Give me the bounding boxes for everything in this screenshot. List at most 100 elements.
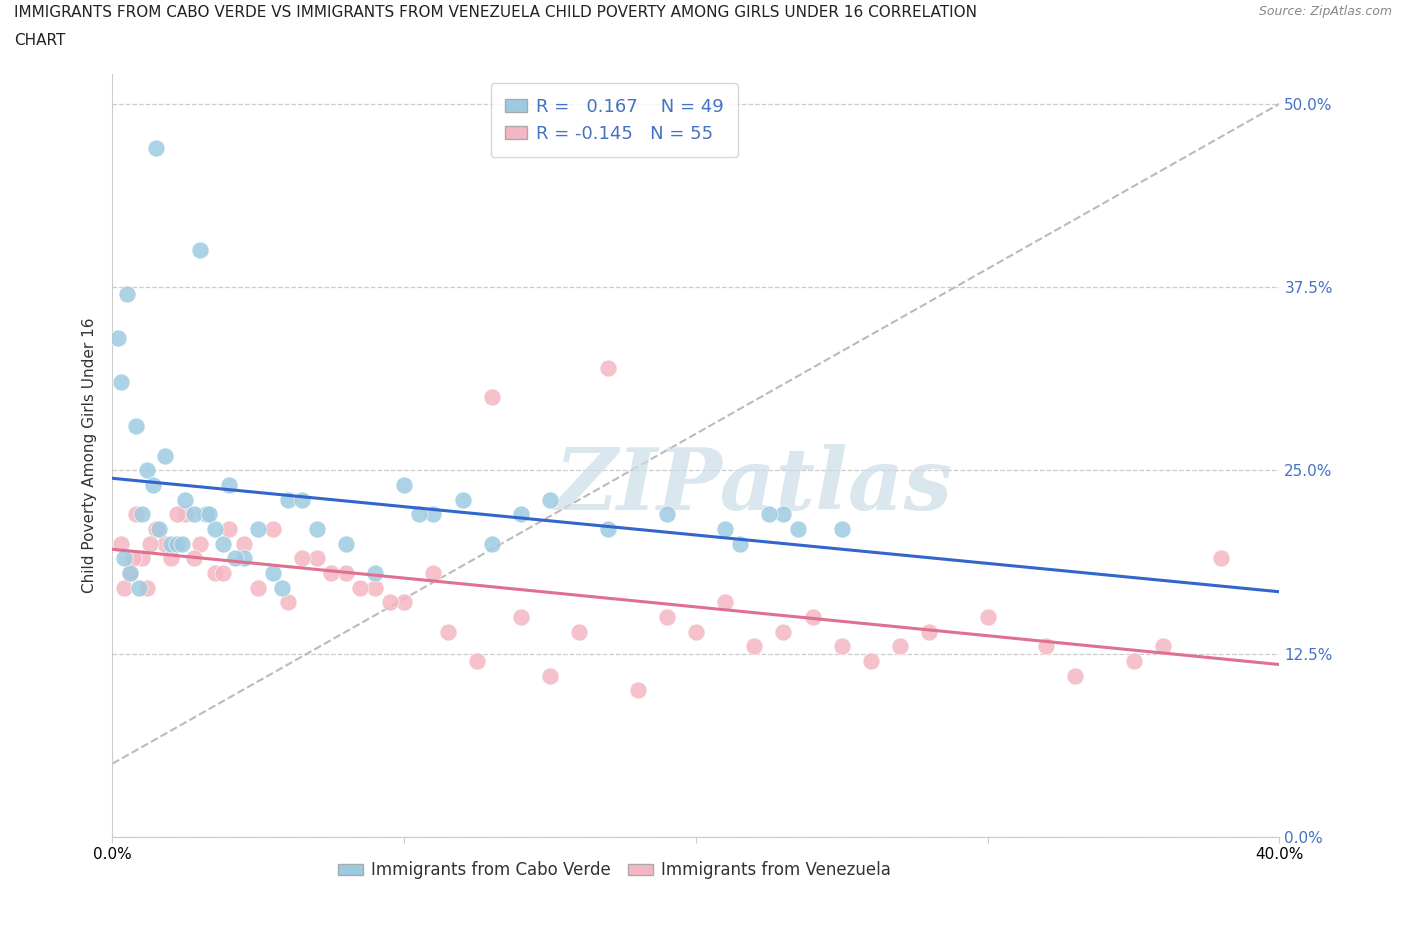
- Point: [422, 565, 444, 580]
- Point: [118, 565, 141, 580]
- Point: [107, 331, 129, 346]
- Point: [277, 595, 299, 610]
- Point: [291, 492, 314, 507]
- Point: [110, 375, 132, 390]
- Point: [224, 551, 246, 565]
- Point: [860, 654, 883, 669]
- Point: [714, 522, 737, 537]
- Point: [112, 551, 135, 565]
- Point: [831, 522, 853, 537]
- Point: [305, 522, 328, 537]
- Point: [801, 609, 824, 624]
- Legend: Immigrants from Cabo Verde, Immigrants from Venezuela: Immigrants from Cabo Verde, Immigrants f…: [332, 855, 897, 886]
- Point: [218, 478, 240, 493]
- Point: [1064, 669, 1087, 684]
- Point: [218, 522, 240, 537]
- Point: [465, 654, 488, 669]
- Point: [394, 478, 416, 493]
- Point: [538, 492, 561, 507]
- Point: [538, 669, 561, 684]
- Y-axis label: Child Poverty Among Girls Under 16: Child Poverty Among Girls Under 16: [82, 318, 97, 593]
- Point: [1211, 551, 1233, 565]
- Point: [1152, 639, 1174, 654]
- Point: [115, 287, 138, 302]
- Text: IMMIGRANTS FROM CABO VERDE VS IMMIGRANTS FROM VENEZUELA CHILD POVERTY AMONG GIRL: IMMIGRANTS FROM CABO VERDE VS IMMIGRANTS…: [14, 5, 977, 20]
- Point: [394, 595, 416, 610]
- Point: [364, 580, 387, 595]
- Point: [142, 478, 165, 493]
- Point: [364, 565, 387, 580]
- Point: [136, 580, 159, 595]
- Point: [481, 537, 503, 551]
- Point: [598, 360, 620, 375]
- Point: [183, 551, 205, 565]
- Point: [188, 537, 211, 551]
- Point: [335, 565, 357, 580]
- Point: [889, 639, 911, 654]
- Point: [437, 624, 460, 639]
- Point: [166, 507, 188, 522]
- Point: [153, 537, 176, 551]
- Point: [378, 595, 401, 610]
- Point: [188, 243, 211, 258]
- Point: [122, 551, 145, 565]
- Point: [655, 609, 678, 624]
- Point: [408, 507, 430, 522]
- Point: [714, 595, 737, 610]
- Point: [148, 522, 170, 537]
- Point: [1035, 639, 1057, 654]
- Point: [247, 580, 270, 595]
- Point: [262, 565, 284, 580]
- Point: [232, 551, 254, 565]
- Point: [918, 624, 941, 639]
- Text: CHART: CHART: [14, 33, 66, 47]
- Point: [145, 140, 167, 155]
- Point: [291, 551, 314, 565]
- Point: [160, 551, 183, 565]
- Point: [166, 537, 188, 551]
- Point: [481, 390, 503, 405]
- Point: [685, 624, 707, 639]
- Point: [125, 418, 148, 433]
- Point: [1122, 654, 1144, 669]
- Point: [451, 492, 474, 507]
- Point: [125, 507, 148, 522]
- Point: [787, 522, 810, 537]
- Point: [212, 537, 235, 551]
- Point: [131, 551, 153, 565]
- Point: [772, 507, 794, 522]
- Point: [212, 565, 235, 580]
- Point: [728, 537, 751, 551]
- Point: [744, 639, 766, 654]
- Point: [112, 580, 135, 595]
- Point: [174, 492, 197, 507]
- Point: [183, 507, 205, 522]
- Point: [153, 448, 176, 463]
- Point: [422, 507, 444, 522]
- Point: [321, 565, 343, 580]
- Point: [335, 537, 357, 551]
- Point: [197, 507, 219, 522]
- Point: [270, 580, 292, 595]
- Point: [831, 639, 853, 654]
- Point: [160, 537, 183, 551]
- Point: [598, 522, 620, 537]
- Text: ZIPatlas: ZIPatlas: [555, 445, 953, 528]
- Point: [131, 507, 153, 522]
- Point: [568, 624, 591, 639]
- Point: [139, 537, 162, 551]
- Point: [247, 522, 270, 537]
- Point: [277, 492, 299, 507]
- Point: [232, 537, 254, 551]
- Point: [118, 565, 141, 580]
- Point: [772, 624, 794, 639]
- Point: [509, 507, 531, 522]
- Point: [627, 683, 650, 698]
- Point: [145, 522, 167, 537]
- Point: [349, 580, 371, 595]
- Point: [128, 580, 150, 595]
- Point: [509, 609, 531, 624]
- Point: [262, 522, 284, 537]
- Point: [204, 522, 226, 537]
- Point: [174, 507, 197, 522]
